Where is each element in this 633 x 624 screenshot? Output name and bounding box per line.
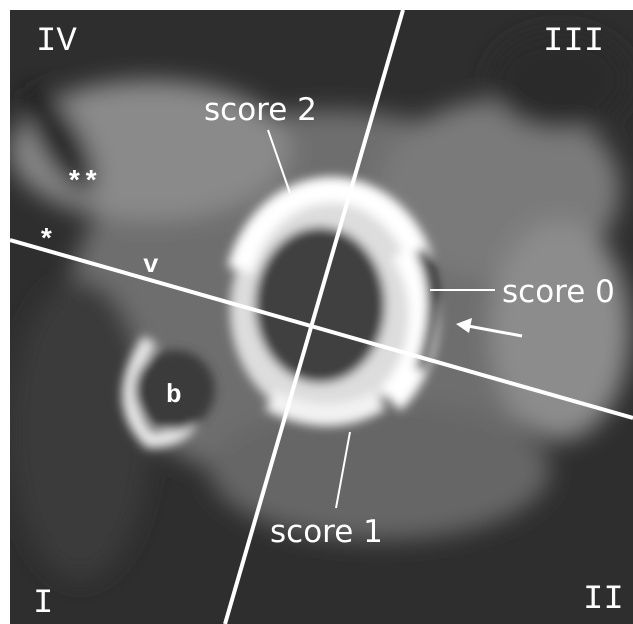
arrow [467, 324, 523, 338]
score-label: score 0 [502, 274, 615, 310]
quadrant-label: II [583, 581, 624, 619]
scan [10, 10, 633, 624]
marker-label: * [38, 226, 55, 257]
axis-line [223, 10, 405, 624]
arrow-head [456, 318, 472, 333]
quadrant-label: IV [36, 23, 77, 61]
score-label: score 2 [204, 92, 317, 128]
marker-label: v [143, 250, 159, 280]
quadrant-label: I [33, 585, 53, 623]
quadrant-label: III [543, 23, 604, 61]
marker-label: b [166, 380, 182, 410]
marker-label: ** [66, 168, 100, 199]
leader-line [335, 431, 351, 509]
axis-line [10, 238, 633, 420]
score-label: score 1 [270, 514, 383, 550]
leader-line [267, 129, 291, 194]
